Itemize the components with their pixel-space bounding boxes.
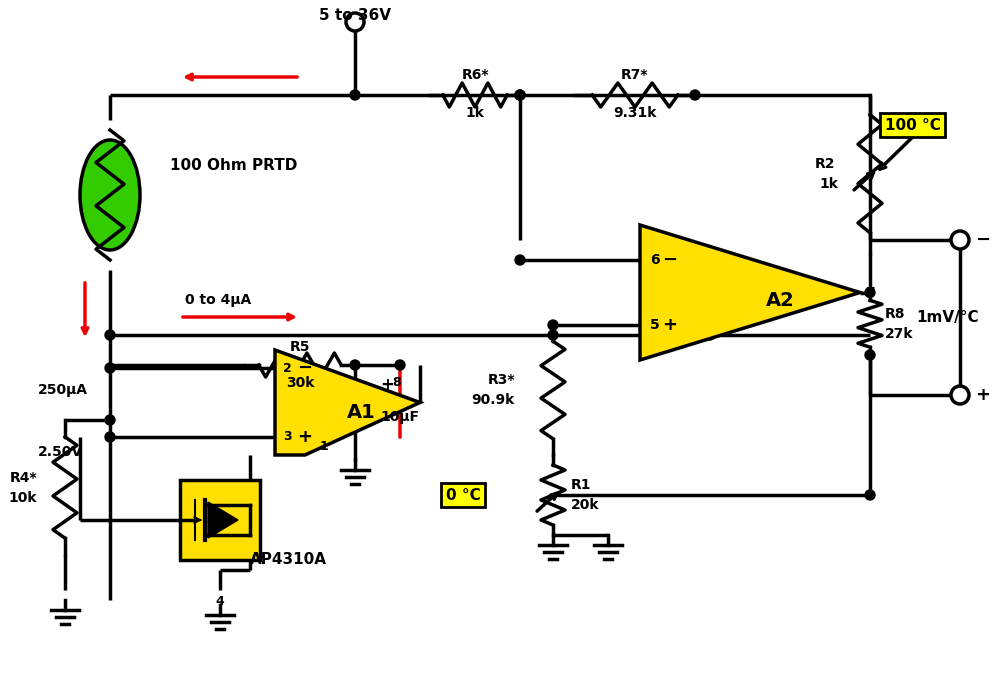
Text: 20k: 20k: [571, 498, 599, 512]
Text: R8: R8: [885, 307, 905, 321]
Text: R1: R1: [571, 478, 591, 492]
Circle shape: [395, 360, 405, 370]
Circle shape: [865, 490, 875, 500]
Circle shape: [105, 432, 115, 442]
Circle shape: [548, 320, 558, 330]
Circle shape: [515, 90, 525, 100]
Text: 8: 8: [392, 376, 401, 389]
Text: 3: 3: [283, 431, 292, 444]
Text: 27k: 27k: [885, 327, 913, 341]
Text: +: +: [297, 428, 312, 446]
Text: 5: 5: [650, 318, 659, 332]
Text: R5: R5: [290, 340, 311, 354]
Text: R4*: R4*: [9, 471, 37, 484]
Circle shape: [548, 330, 558, 340]
Text: −: −: [975, 231, 990, 249]
Text: 9.31k: 9.31k: [613, 106, 656, 120]
Text: R6*: R6*: [462, 68, 489, 82]
Text: 30k: 30k: [286, 376, 315, 390]
Text: A1: A1: [347, 403, 376, 422]
Text: 10k: 10k: [9, 491, 37, 504]
Text: +: +: [662, 316, 677, 334]
Text: 6: 6: [650, 253, 659, 267]
Circle shape: [515, 90, 525, 100]
Circle shape: [105, 363, 115, 373]
Text: 4: 4: [216, 595, 225, 608]
Circle shape: [350, 90, 360, 100]
Polygon shape: [640, 225, 860, 360]
Text: 0 to 4μA: 0 to 4μA: [185, 293, 252, 307]
Circle shape: [350, 360, 360, 370]
Circle shape: [951, 231, 969, 249]
Circle shape: [105, 415, 115, 425]
Text: 1k: 1k: [819, 177, 838, 191]
Text: 250μA: 250μA: [38, 383, 88, 397]
Text: 0 °C: 0 °C: [446, 488, 481, 502]
Circle shape: [690, 90, 700, 100]
Text: 100 °C: 100 °C: [885, 118, 941, 132]
Circle shape: [105, 330, 115, 340]
Text: −: −: [297, 359, 312, 377]
Polygon shape: [208, 502, 238, 538]
Text: 10μF: 10μF: [380, 411, 419, 424]
Circle shape: [515, 255, 525, 265]
Polygon shape: [275, 350, 420, 455]
Circle shape: [705, 330, 715, 340]
Text: 2: 2: [283, 362, 292, 375]
Text: AP4310A: AP4310A: [250, 553, 327, 568]
Circle shape: [346, 13, 364, 31]
Text: 1mV/°C: 1mV/°C: [917, 310, 979, 325]
Ellipse shape: [80, 140, 140, 250]
Circle shape: [865, 350, 875, 360]
Text: 2.50V: 2.50V: [38, 445, 83, 459]
Text: R2: R2: [814, 157, 835, 171]
Circle shape: [951, 386, 969, 404]
Text: 1: 1: [320, 440, 329, 453]
Circle shape: [865, 287, 875, 298]
Text: 100 Ohm PRTD: 100 Ohm PRTD: [170, 158, 298, 172]
Bar: [180, 480, 260, 560]
Text: 1k: 1k: [466, 106, 485, 120]
Text: 5 to 36V: 5 to 36V: [319, 8, 391, 23]
Text: 7: 7: [865, 285, 875, 300]
Text: +: +: [975, 386, 990, 404]
Text: A2: A2: [765, 291, 794, 310]
Text: +: +: [380, 376, 394, 394]
Text: 90.9k: 90.9k: [472, 393, 515, 407]
Text: −: −: [662, 251, 677, 269]
Text: R7*: R7*: [621, 68, 648, 82]
Text: R3*: R3*: [488, 373, 515, 387]
